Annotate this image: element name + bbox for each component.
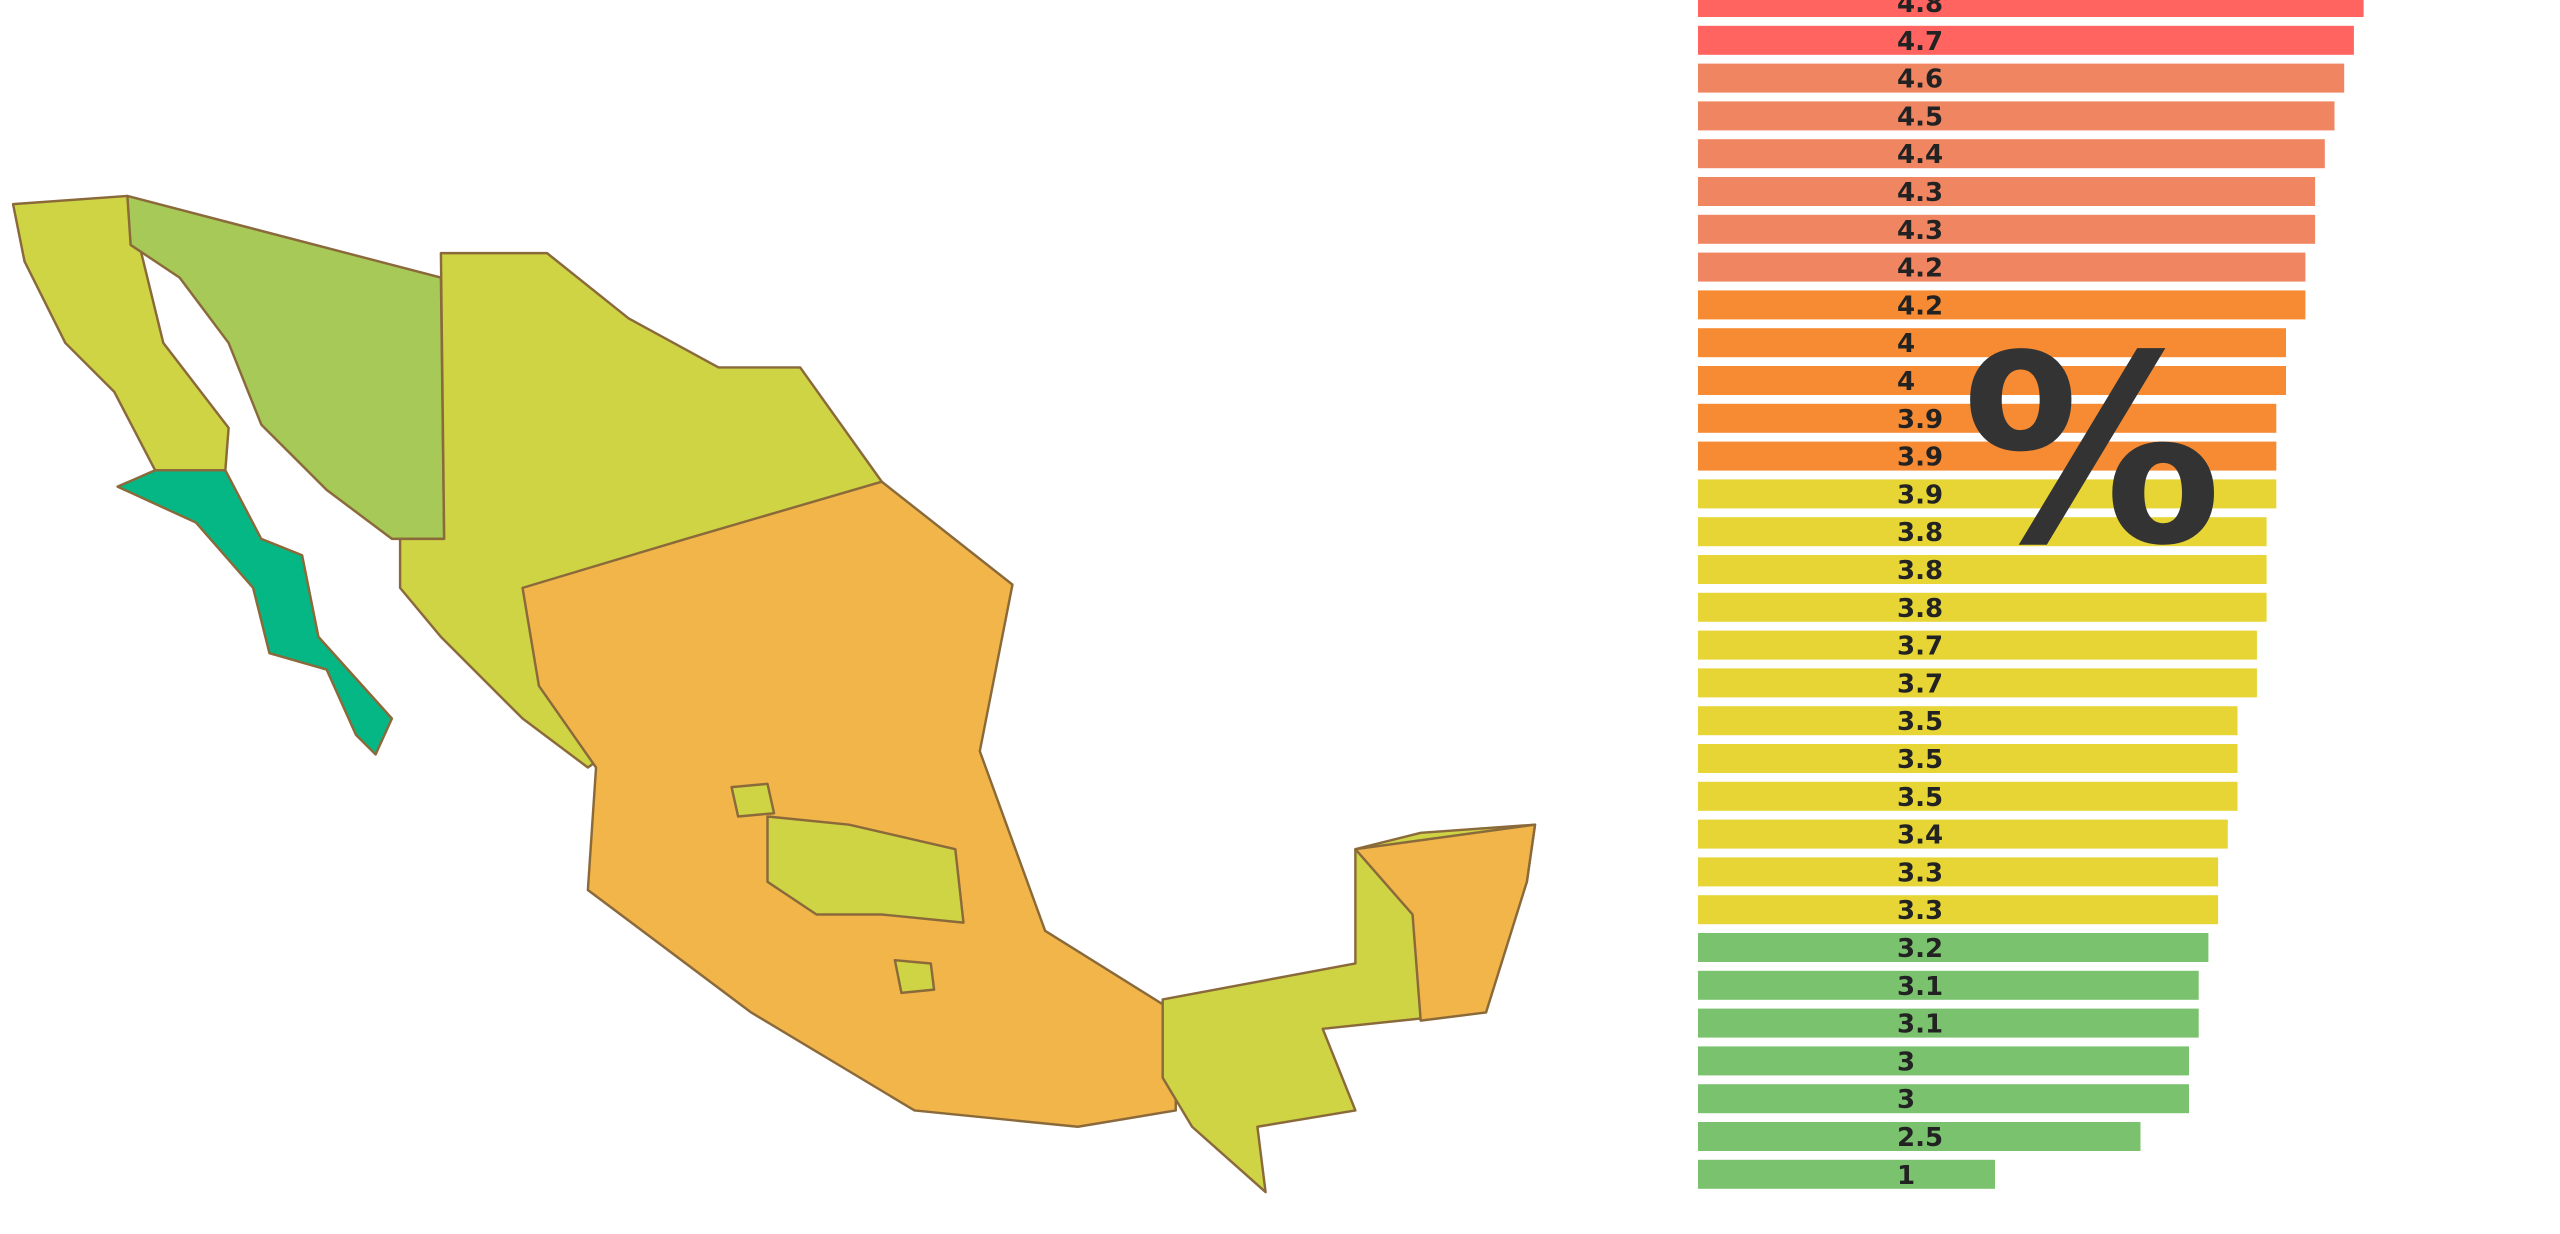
bar — [1698, 706, 2238, 736]
bar — [1698, 252, 2306, 282]
value-label: 3.5 — [1897, 707, 1943, 737]
bar — [1698, 441, 2277, 471]
bar — [1698, 177, 2316, 206]
bar — [1698, 290, 2306, 320]
region — [766, 815, 965, 924]
bar — [1698, 479, 2277, 509]
bar — [1698, 933, 2209, 962]
value-label: 3.5 — [1897, 783, 1943, 813]
bar — [1698, 895, 2219, 925]
value-label: 1 — [1897, 1161, 1915, 1191]
value-label: 4 — [1897, 329, 1915, 359]
value-label: 3.3 — [1897, 896, 1943, 926]
region — [116, 469, 394, 756]
value-label: 4.2 — [1897, 291, 1943, 321]
value-label: 2.5 — [1897, 1123, 1943, 1153]
value-label: 3.1 — [1897, 1010, 1943, 1040]
value-label: 3.9 — [1897, 405, 1943, 435]
bar — [1698, 139, 2325, 169]
value-label: 4.3 — [1897, 216, 1943, 246]
region — [730, 782, 776, 818]
value-label: 3.3 — [1897, 858, 1943, 888]
value-label: 4.4 — [1897, 140, 1943, 170]
value-label: 3 — [1897, 1047, 1915, 1077]
value-label: 3.4 — [1897, 821, 1943, 851]
value-label: 4 — [1897, 367, 1915, 397]
bar — [1698, 1159, 1995, 1189]
bar — [1698, 366, 2286, 395]
value-label: 3.8 — [1897, 594, 1943, 624]
bar — [1698, 1084, 2189, 1114]
value-label: 4.5 — [1897, 102, 1943, 132]
bar — [1698, 819, 2228, 849]
bar — [1698, 744, 2238, 773]
value-label: 4.7 — [1897, 27, 1943, 57]
bar — [1698, 857, 2219, 887]
value-label: 3.1 — [1897, 972, 1943, 1002]
value-label: 3.8 — [1897, 518, 1943, 548]
bar — [1698, 781, 2238, 811]
bar — [1698, 1122, 2141, 1151]
bar — [1698, 1046, 2189, 1076]
value-label: 3.5 — [1897, 745, 1943, 775]
bar — [1698, 592, 2267, 622]
value-label: 3 — [1897, 1085, 1915, 1115]
value-label: 3.2 — [1897, 934, 1943, 964]
value-label: 3.8 — [1897, 556, 1943, 586]
map-mexico — [11, 194, 1537, 1194]
value-label: 3.7 — [1897, 632, 1943, 662]
region — [1354, 823, 1537, 1022]
bar — [1698, 555, 2267, 584]
value-label: 3.9 — [1897, 480, 1943, 510]
value-label: 4.3 — [1897, 178, 1943, 208]
bar — [1698, 668, 2257, 698]
value-label: 3.7 — [1897, 669, 1943, 699]
bar — [1698, 25, 2354, 55]
bar — [1698, 63, 2345, 93]
value-label: 3.9 — [1897, 443, 1943, 473]
region — [893, 958, 936, 995]
bar — [1698, 630, 2257, 660]
unit-symbol: % — [1962, 301, 2223, 603]
bar — [1698, 1008, 2199, 1038]
bar — [1698, 0, 2364, 17]
value-label: 4.8 — [1897, 0, 1943, 19]
value-label: 4.6 — [1897, 65, 1943, 95]
bar — [1698, 403, 2277, 433]
value-label: 4.2 — [1897, 254, 1943, 284]
bar — [1698, 101, 2335, 131]
bar — [1698, 517, 2267, 547]
bar — [1698, 970, 2199, 1000]
bar — [1698, 328, 2286, 358]
region — [521, 480, 1177, 1128]
bar — [1698, 214, 2316, 244]
